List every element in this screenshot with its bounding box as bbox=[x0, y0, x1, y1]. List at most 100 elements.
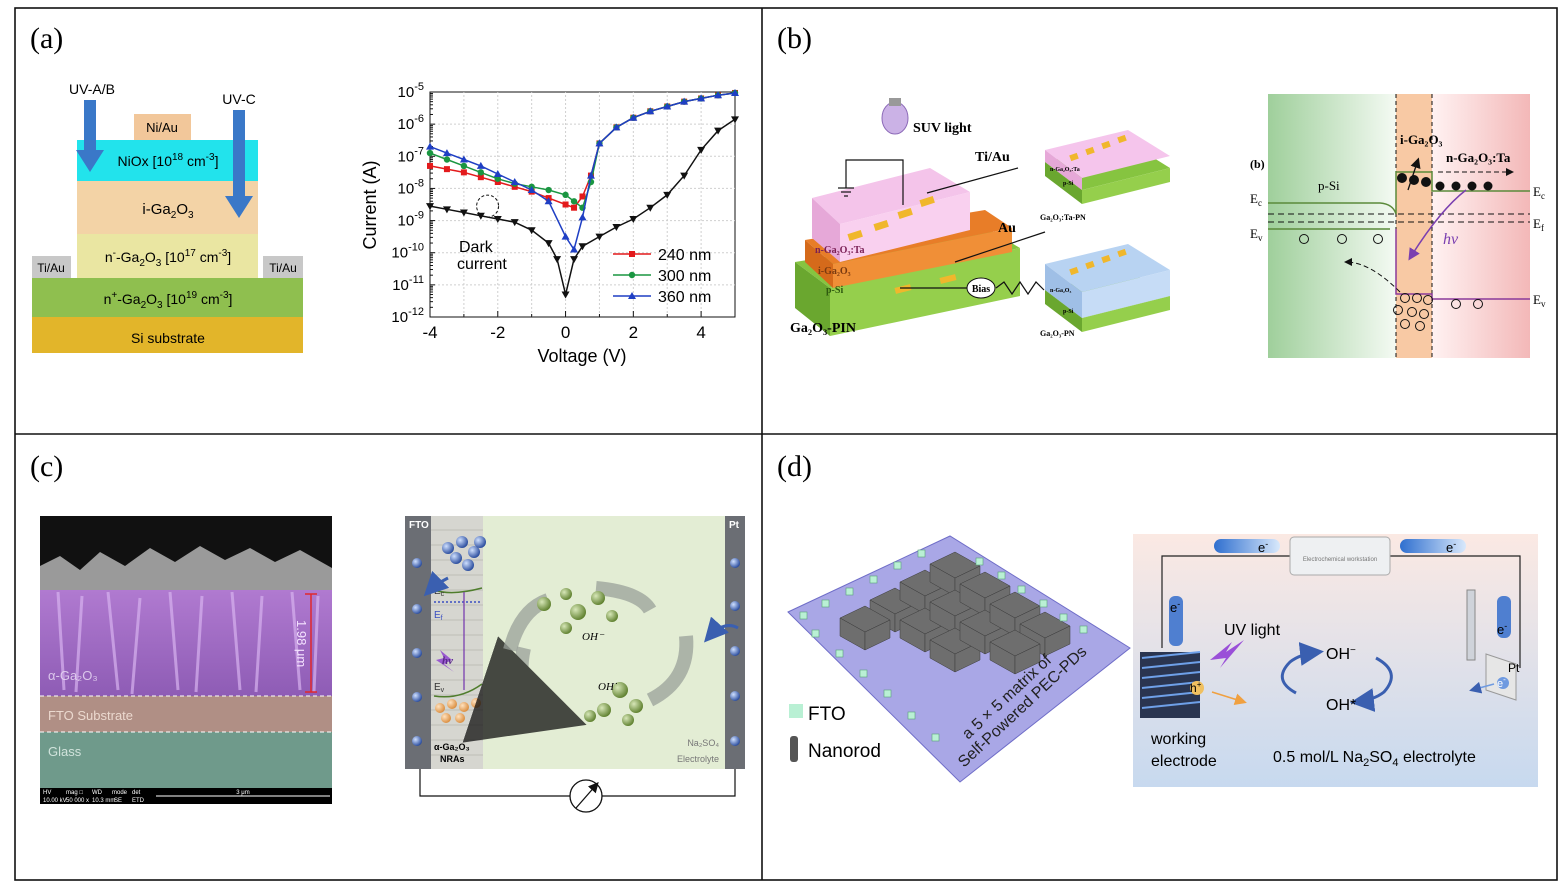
data-point-360-nm bbox=[442, 149, 451, 157]
tapn-device-label: Ga₂O₃:Ta-PN bbox=[1040, 213, 1086, 222]
data-point-dark bbox=[459, 209, 468, 217]
x-tick-label: -2 bbox=[490, 323, 505, 342]
n-minus-layer bbox=[77, 234, 258, 278]
hole-dot bbox=[1190, 681, 1204, 695]
layer-n-label: n-Ga₂O₃:Ta bbox=[815, 245, 865, 256]
data-point-dark bbox=[578, 243, 587, 251]
band-ef-right: Ef bbox=[1533, 216, 1544, 233]
small-psi-label-1: p-Si bbox=[1063, 181, 1074, 187]
panel-b-label: (b) bbox=[777, 22, 812, 55]
pn-device: n-Ga₂O₃ p-Si bbox=[1045, 244, 1170, 332]
band-n-region: n-Ga₂O₃:Ta bbox=[1446, 150, 1511, 165]
data-point-360-nm bbox=[663, 102, 672, 110]
data-point-dark bbox=[527, 227, 536, 235]
electron-2: e- bbox=[1446, 539, 1456, 555]
data-point-300-nm bbox=[545, 186, 552, 194]
oh-star-label: OH* bbox=[1326, 697, 1356, 714]
panel-frames bbox=[14, 7, 1558, 881]
pd-matrix: a 5 × 5 matrix of Self-Powered PEC-PDs F… bbox=[787, 535, 1131, 783]
uv-light-label: UV light bbox=[1224, 622, 1281, 639]
data-point-360-nm bbox=[544, 197, 553, 205]
right-contact-label: Ti/Au bbox=[269, 261, 297, 275]
data-point-240-nm bbox=[494, 179, 501, 185]
data-point-240-nm bbox=[571, 204, 578, 211]
legend-marker-240-nm bbox=[629, 251, 635, 257]
x-axis-label: Voltage (V) bbox=[537, 346, 626, 366]
band-ev-right: Ev bbox=[1533, 292, 1546, 309]
layer-p-label: p-Si bbox=[826, 285, 843, 296]
data-point-dark bbox=[544, 240, 553, 248]
data-point-360-nm bbox=[493, 169, 502, 177]
annotation-line-1: Dark bbox=[459, 239, 494, 256]
chart-series bbox=[426, 88, 739, 299]
panel-a: (a) Si substrate n+-Ga2O3 [1019 cm-3] Ti… bbox=[30, 22, 739, 366]
data-point-300-nm bbox=[460, 162, 468, 170]
legend-label-360-nm: 360 nm bbox=[658, 289, 711, 306]
panel-c-label: (c) bbox=[30, 450, 63, 483]
y-tick-label: 10-5 bbox=[398, 81, 424, 101]
data-point-240-nm bbox=[443, 166, 450, 173]
band-diagram: (b) i-Ga₂O₃ n-Ga₂O₃:Ta p-Si Ec Ev Ec Ef … bbox=[1250, 94, 1546, 358]
band-holes bbox=[1299, 234, 1483, 331]
pt-plate bbox=[1485, 653, 1517, 701]
panel-d: (d) bbox=[777, 450, 1538, 787]
pec-ev: Ev bbox=[434, 682, 445, 694]
pec-nras-1: α-Ga₂O₃ bbox=[434, 742, 470, 752]
data-point-360-nm bbox=[476, 161, 485, 169]
bias-source bbox=[966, 277, 996, 299]
data-point-240-nm bbox=[477, 174, 484, 181]
layer-i-label: i-Ga₂O₃ bbox=[818, 266, 851, 277]
n-plus-layer bbox=[32, 278, 303, 317]
left-contact bbox=[32, 256, 71, 278]
data-point-360-nm bbox=[426, 142, 434, 150]
working-electrode-label-2: electrode bbox=[1151, 753, 1217, 770]
chart-ticks: 10-12 10-11 10-10 10-9 10-8 10-7 10-6 10-5 -4 -2 0… bbox=[391, 81, 736, 342]
band-hv: hv bbox=[1443, 231, 1459, 248]
data-point-360-nm bbox=[646, 107, 655, 115]
data-point-300-nm bbox=[570, 198, 578, 205]
si-substrate-label: Si substrate bbox=[131, 330, 205, 346]
data-point-360-nm bbox=[586, 171, 595, 179]
uv-bolt-icon bbox=[1210, 640, 1244, 668]
tapn-device: n-Ga₂O₃:Ta p-Si bbox=[1045, 130, 1170, 204]
pt-electrode bbox=[725, 516, 745, 769]
legend-label-240-nm: 240 nm bbox=[658, 247, 711, 264]
sem-layer-bottom: Glass bbox=[48, 744, 82, 759]
pec-hv: hv bbox=[442, 655, 453, 667]
electron-1: e- bbox=[1258, 539, 1268, 555]
series-300-nm bbox=[426, 89, 739, 211]
x-tick-label: 0 bbox=[561, 323, 570, 342]
small-n-ta-label: n-Ga₂O₃:Ta bbox=[1050, 167, 1080, 173]
electron-bar-4 bbox=[1497, 596, 1511, 638]
uv-c-arrow bbox=[225, 110, 253, 218]
au-label: Au bbox=[998, 221, 1016, 236]
sem-info-wd-val: 10.3 mm bbox=[92, 798, 115, 804]
data-point-240-nm bbox=[511, 183, 518, 190]
data-point-240-nm bbox=[427, 162, 433, 169]
counter-wire bbox=[1466, 589, 1476, 661]
legend-fto-swatch bbox=[789, 704, 803, 718]
n-plus-label: n+-Ga2O3 [1019 cm-3] bbox=[104, 290, 233, 311]
legend-marker-360-nm bbox=[628, 292, 636, 299]
band-i-region: i-Ga₂O₃ bbox=[1400, 132, 1443, 147]
y-tick-label: 10-12 bbox=[391, 306, 424, 326]
pec-oh-radical: OH˙ bbox=[598, 681, 618, 693]
pt-electron-dot bbox=[1497, 677, 1509, 689]
data-point-dark bbox=[629, 215, 638, 223]
device-stack: Si substrate n+-Ga2O3 [1019 cm-3] Ti/Au … bbox=[32, 81, 303, 353]
data-point-360-nm bbox=[612, 123, 621, 131]
x-tick-label: 4 bbox=[696, 323, 705, 342]
niox-layer bbox=[77, 140, 258, 181]
ti-au-fingers bbox=[847, 195, 957, 294]
series-240-nm bbox=[427, 89, 738, 211]
pin-device: n-Ga₂O₃:Ta i-Ga₂O₃ p-Si bbox=[795, 168, 1020, 336]
sem-layer-mid: FTO Substrate bbox=[48, 708, 133, 723]
working-electrode bbox=[1140, 651, 1201, 718]
bias-label: Bias bbox=[972, 284, 990, 295]
y-tick-label: 10-11 bbox=[392, 274, 424, 294]
pec-electrolyte-2: Electrolyte bbox=[677, 754, 719, 764]
pec-pt-label: Pt bbox=[729, 520, 740, 531]
band-ev-left: Ev bbox=[1250, 226, 1263, 243]
i-ga2o3-layer bbox=[77, 181, 258, 234]
